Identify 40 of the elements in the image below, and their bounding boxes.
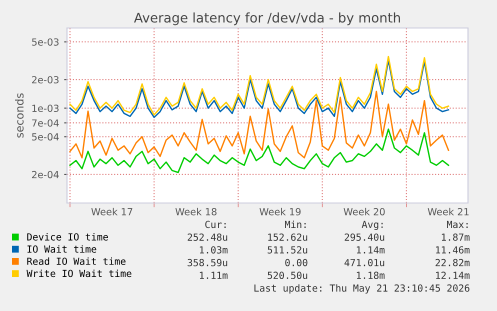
text: 22.82m bbox=[436, 258, 470, 266]
x-tick-label: Week 21 bbox=[428, 208, 469, 216]
line-series bbox=[69, 128, 450, 174]
text: 520.50u bbox=[268, 272, 308, 280]
text: 1.03m bbox=[200, 246, 228, 254]
x-tick-label: Week 18 bbox=[175, 208, 217, 216]
legend-label: Read IO Wait time bbox=[27, 257, 126, 265]
y-tick-label: 2e-03 bbox=[32, 76, 59, 84]
y-tick-label: 5e-03 bbox=[32, 38, 59, 46]
y-tick-label: 2e-04 bbox=[32, 170, 59, 178]
text: 12.14m bbox=[436, 272, 470, 279]
y-tick-label: 7e-04 bbox=[32, 119, 59, 127]
text: 152.62u bbox=[268, 233, 308, 241]
legend-label: IO Wait time bbox=[28, 245, 96, 253]
legend-label: Write IO Wait time bbox=[26, 270, 132, 278]
line-series bbox=[69, 90, 450, 158]
chart-title: Average latency for /dev/vda - by month bbox=[134, 12, 400, 26]
text: Last update: Thu May 21 23:10:45 2026 bbox=[254, 284, 470, 294]
text: Min: bbox=[284, 220, 306, 228]
text: 252.48u bbox=[188, 233, 228, 241]
text: Cur: bbox=[205, 220, 226, 228]
x-tick-label: Week 17 bbox=[91, 208, 132, 216]
text: 0.00 bbox=[285, 258, 308, 266]
y-tick-label: 1e-03 bbox=[32, 104, 59, 112]
text: Max: bbox=[446, 220, 468, 228]
legend-label: Device IO time bbox=[27, 233, 108, 241]
text: 295.40u bbox=[344, 233, 384, 241]
x-tick-label: Week 19 bbox=[260, 208, 301, 216]
y-axis-title: seconds bbox=[15, 93, 24, 138]
text: 1.18m bbox=[356, 272, 385, 280]
text: 511.52u bbox=[268, 246, 308, 254]
x-tick-label: Week 20 bbox=[344, 208, 385, 216]
text: 1.87m bbox=[442, 233, 470, 241]
text: Avg: bbox=[362, 220, 383, 230]
text: 471.01u bbox=[344, 258, 384, 266]
text: 1.11m bbox=[200, 272, 228, 279]
text: 1.14m bbox=[356, 246, 385, 254]
text: 11.46m bbox=[436, 246, 470, 254]
y-tick-label: 5e-04 bbox=[32, 133, 59, 141]
text: 358.59u bbox=[188, 258, 228, 266]
